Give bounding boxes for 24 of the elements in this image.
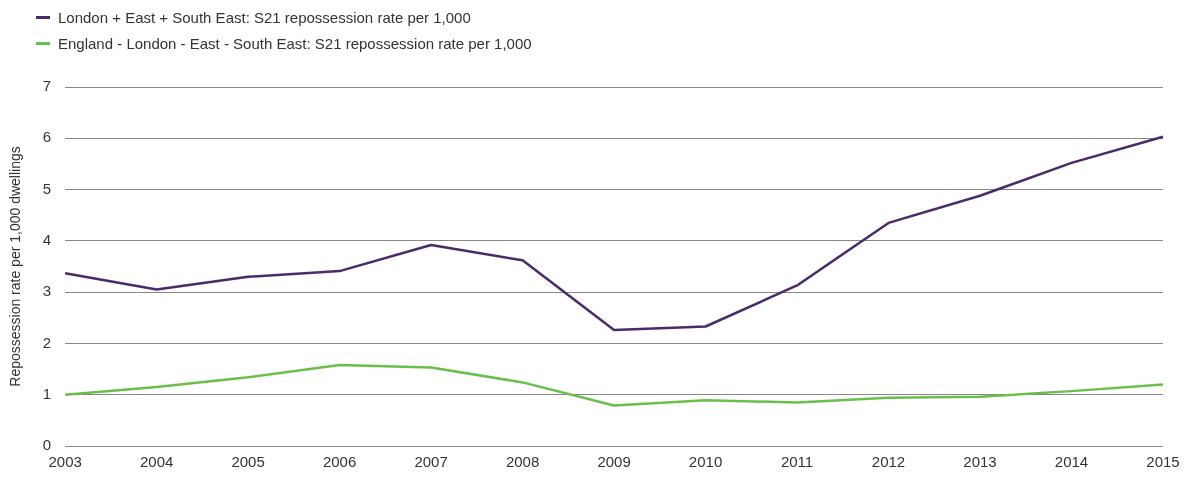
y-axis-title: Repossession rate per 1,000 dwellings (7, 146, 24, 387)
x-tick-label: 2006 (322, 453, 357, 471)
x-tick-label: 2012 (871, 453, 906, 471)
legend-label: London + East + South East: S21 repossession rate per 1,000 (58, 8, 471, 26)
y-tick-label: 6 (42, 128, 52, 146)
x-tick-label: 2014 (1054, 453, 1089, 471)
x-tick-label: 2009 (597, 453, 631, 471)
x-tick-label: 2010 (688, 453, 723, 471)
y-tick-label: 7 (42, 77, 52, 95)
x-tick-label: 2008 (505, 453, 540, 471)
y-tick-label: 2 (42, 333, 52, 351)
y-tick-label: 0 (42, 436, 52, 454)
legend-label: England - London - East - South East: S21 repossession rate per 1,000 (58, 34, 532, 52)
x-tick-label: 2004 (139, 453, 174, 471)
x-tick-label: 2011 (780, 453, 814, 471)
x-tick-label: 2007 (414, 453, 448, 471)
y-tick-label: 5 (42, 179, 52, 197)
x-tick-label: 2003 (48, 453, 82, 471)
x-tick-label: 2015 (1146, 453, 1180, 471)
x-tick-label: 2013 (963, 453, 997, 471)
x-tick-label: 2005 (231, 453, 265, 471)
y-tick-label: 4 (42, 231, 52, 248)
y-tick-label: 1 (42, 384, 52, 402)
y-tick-label: 3 (42, 282, 52, 300)
